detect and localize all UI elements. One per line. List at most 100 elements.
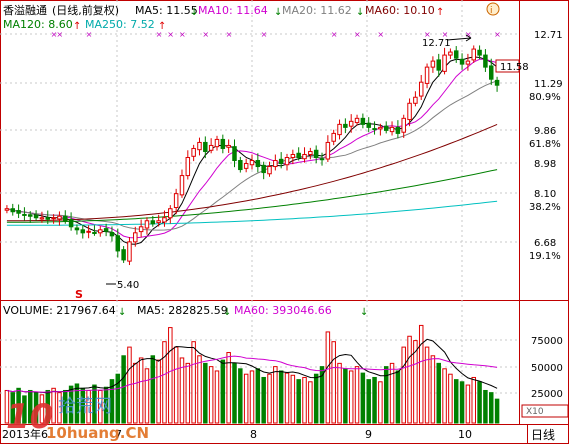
ma10-value: MA10: 11.64 — [198, 4, 268, 17]
svg-text:12.71: 12.71 — [534, 30, 563, 41]
svg-text:↓: ↓ — [190, 7, 198, 18]
candle — [138, 219, 144, 238]
x-marker: × — [261, 30, 268, 39]
volume-bar — [273, 366, 278, 424]
volume-bar — [389, 362, 395, 424]
x-axis-labels: 2013年6 7 8 9 10 — [2, 427, 472, 441]
candle — [80, 224, 86, 239]
candle — [372, 121, 377, 135]
x-marker: × — [202, 30, 209, 39]
volume-bar — [453, 379, 459, 424]
ma10-line — [6, 58, 498, 239]
svg-text:61.8%: 61.8% — [529, 139, 561, 150]
svg-text:7: 7 — [115, 428, 122, 441]
volume-bar — [92, 384, 97, 424]
volume-bar — [302, 376, 307, 424]
svg-text:↓: ↓ — [223, 307, 231, 318]
candle — [45, 210, 51, 225]
volume-axis-labels: 75000 50000 25000 X10 — [526, 336, 563, 417]
candle — [179, 169, 185, 198]
candle — [442, 47, 447, 75]
candle — [103, 223, 109, 237]
unit-box — [521, 404, 569, 418]
volume-bar — [197, 355, 202, 424]
volume-bar — [156, 359, 161, 424]
candle — [448, 48, 453, 60]
svg-text:9.86: 9.86 — [534, 126, 556, 137]
candle — [232, 139, 237, 168]
volume-bar — [39, 394, 45, 424]
candle — [197, 137, 202, 156]
volume-bar — [16, 387, 21, 424]
svg-text:80.9%: 80.9% — [529, 92, 561, 103]
vol-ma60-line — [6, 355, 498, 393]
volume-bar — [378, 381, 383, 424]
volume-bar — [121, 355, 126, 424]
volume-bar — [238, 368, 243, 424]
volume-bar — [138, 357, 144, 424]
volume-bar — [103, 386, 109, 424]
candle — [86, 225, 91, 239]
candle — [407, 98, 412, 127]
ma60-value: MA60: 10.10 — [365, 4, 435, 17]
ma60-line — [6, 123, 498, 222]
candle — [302, 147, 307, 163]
volume-bar — [337, 362, 342, 424]
candle — [418, 74, 424, 100]
candle — [33, 210, 39, 221]
volume-bar — [360, 372, 366, 424]
candle — [39, 211, 45, 223]
candle — [389, 121, 395, 136]
candle — [453, 46, 459, 63]
candle — [238, 156, 243, 173]
candle — [16, 204, 21, 219]
volume-bar — [179, 357, 185, 424]
x-marker: × — [494, 30, 501, 39]
svg-text:11.58: 11.58 — [500, 62, 529, 73]
ma250-value: MA250: 7.52 — [85, 18, 155, 31]
svg-text:10huang.CN: 10huang.CN — [46, 424, 149, 442]
candle — [296, 147, 301, 161]
volume-bar — [430, 355, 436, 424]
candle — [337, 119, 342, 140]
volume-bar — [45, 389, 51, 424]
volume-bar — [308, 381, 313, 424]
period-button[interactable]: 日线 — [531, 428, 555, 442]
candle — [150, 215, 156, 227]
info-icon[interactable]: i — [486, 2, 500, 16]
svg-text:9: 9 — [365, 428, 372, 441]
candle — [121, 246, 126, 263]
svg-text:50000: 50000 — [531, 363, 563, 374]
x-marker: × — [51, 30, 58, 39]
volume-bar — [366, 379, 371, 424]
current-price-tag: 11.58 — [495, 59, 529, 73]
volume-bar — [243, 373, 249, 424]
volume-bar — [203, 362, 208, 424]
svg-text:i: i — [490, 6, 493, 16]
candle — [395, 120, 401, 139]
candle — [51, 214, 56, 224]
candle — [331, 129, 336, 146]
price-axis-labels: 12.71 11.29 80.9% 9.86 61.8% 8.98 8.10 3… — [529, 30, 563, 262]
volume-bar — [22, 395, 27, 424]
x-marker: × — [465, 30, 472, 39]
candle — [10, 203, 16, 216]
candle — [436, 53, 441, 77]
candle — [424, 63, 430, 89]
volume-bar — [162, 341, 167, 424]
x-marker: × — [226, 30, 233, 39]
candle — [214, 135, 220, 151]
candle — [109, 226, 115, 242]
volume-bar — [133, 362, 138, 424]
candle — [477, 45, 482, 60]
period-label: (日线,前复权) — [52, 3, 119, 17]
volume-bar — [168, 327, 173, 424]
svg-text:MA5: 282825.59: MA5: 282825.59 — [137, 304, 228, 317]
volume-bar — [278, 370, 284, 424]
candle — [63, 210, 68, 224]
candle — [127, 237, 132, 266]
candle — [290, 149, 296, 165]
candle — [144, 217, 150, 235]
ma5-value: MA5: 11.55 — [135, 4, 198, 17]
volume-bar — [68, 385, 74, 424]
